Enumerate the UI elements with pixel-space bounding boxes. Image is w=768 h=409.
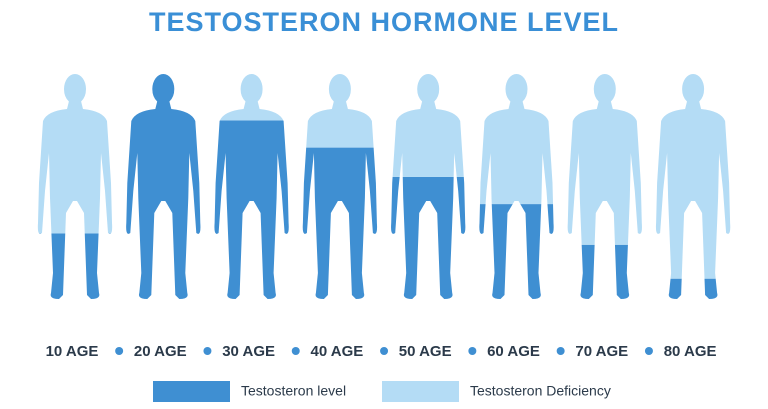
separator-dot [644, 347, 653, 355]
x-tick-label: 80 AGE [664, 343, 717, 360]
x-tick-label: 10 AGE [46, 343, 99, 360]
figure [302, 74, 378, 299]
separator-dot [203, 347, 212, 355]
fill-segment [214, 74, 289, 121]
legend-label: Testosteron Deficiency [470, 383, 611, 399]
chart-title: TESTOSTERON HORMONE LEVEL [149, 7, 619, 37]
x-tick-label: 30 AGE [222, 343, 275, 360]
separator-dot [115, 347, 124, 355]
fill-segment [479, 204, 554, 299]
separator-dot [556, 347, 565, 355]
x-tick-label: 50 AGE [399, 343, 452, 360]
fill-segment [37, 74, 113, 234]
fill-segment [126, 74, 201, 299]
x-tick-label: 40 AGE [310, 343, 363, 360]
x-tick-label: 20 AGE [134, 343, 187, 360]
figure [391, 74, 466, 299]
fill-segment [567, 74, 642, 245]
x-tick-label: 60 AGE [487, 343, 540, 360]
separator-dot [380, 347, 389, 355]
legend-label: Testosteron level [241, 383, 346, 399]
fill-segment [302, 74, 378, 148]
separator-dot [291, 347, 300, 355]
fill-segment [655, 74, 731, 279]
figure [126, 74, 201, 299]
figure [567, 74, 642, 299]
figure [655, 74, 731, 299]
separator-dot [468, 347, 477, 355]
fill-segment [37, 233, 113, 299]
fill-segment [302, 147, 378, 299]
figure [37, 74, 113, 299]
fill-segment [391, 74, 466, 177]
fill-segment [567, 244, 642, 299]
legend-swatch [382, 381, 459, 402]
fill-segment [479, 74, 554, 205]
figure [214, 74, 289, 299]
figure [479, 74, 554, 299]
fill-segment [214, 120, 289, 299]
fill-segment [391, 176, 466, 299]
fill-segment [655, 278, 731, 299]
legend-swatch [153, 381, 230, 402]
x-tick-label: 70 AGE [575, 343, 628, 360]
